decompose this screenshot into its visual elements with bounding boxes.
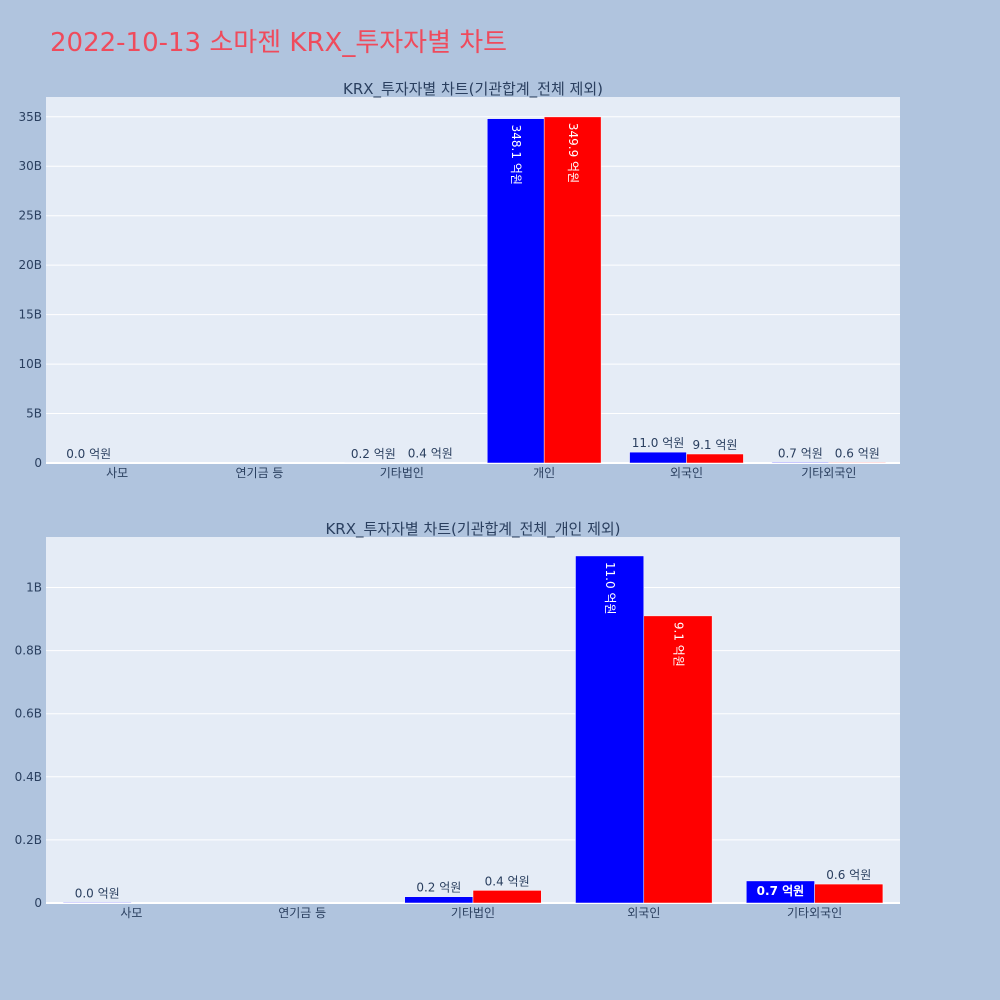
x-tick-label: 사모 [120, 906, 142, 920]
plot-area [46, 537, 900, 903]
bar [814, 883, 884, 904]
x-tick-label: 기타외국인 [787, 906, 842, 920]
y-tick-label: 5B [26, 407, 42, 421]
y-tick-label: 0 [34, 896, 42, 910]
bar [62, 902, 132, 904]
y-tick-label: 1B [26, 580, 42, 594]
bar [643, 615, 713, 904]
data-label: 0.7 억원 [778, 446, 823, 460]
bar [404, 896, 474, 904]
bar [472, 890, 542, 904]
bar [486, 118, 545, 464]
data-label: 349.9 억원 [566, 123, 580, 183]
x-tick-label: 기타법인 [380, 466, 424, 480]
subplot-title: KRX_투자자별 차트(기관합계_전체 제외) [343, 80, 603, 99]
subplot-title: KRX_투자자별 차트(기관합계_전체_개인 제외) [325, 520, 620, 539]
x-tick-label: 연기금 등 [278, 906, 326, 920]
y-tick-label: 35B [18, 110, 42, 124]
y-tick-label: 10B [18, 357, 42, 371]
data-label: 348.1 억원 [509, 125, 523, 185]
data-label: 11.0 억원 [603, 562, 617, 615]
y-tick-label: 25B [18, 209, 42, 223]
y-tick-label: 0.2B [15, 833, 42, 847]
data-label: 0.6 억원 [835, 446, 880, 460]
data-label: 0.2 억원 [351, 447, 396, 461]
page-title: 2022-10-13 소마젠 KRX_투자자별 차트 [50, 28, 508, 58]
x-tick-label: 개인 [533, 466, 555, 480]
y-tick-label: 0.8B [15, 644, 42, 658]
x-tick-label: 외국인 [670, 466, 703, 480]
data-label: 0.4 억원 [408, 447, 453, 461]
x-tick-label: 기타외국인 [801, 466, 856, 480]
bar [543, 116, 602, 464]
data-label: 0.0 억원 [75, 886, 120, 900]
y-tick-label: 20B [18, 258, 42, 272]
x-tick-label: 연기금 등 [236, 466, 284, 480]
plot-area [46, 97, 900, 463]
y-tick-label: 30B [18, 159, 42, 173]
y-tick-label: 0.4B [15, 770, 42, 784]
data-label: 0.6 억원 [826, 868, 871, 882]
bar [686, 453, 744, 464]
bar [771, 462, 830, 464]
y-tick-label: 0 [34, 456, 42, 470]
data-label: 0.2 억원 [416, 881, 461, 895]
y-tick-label: 0.6B [15, 707, 42, 721]
data-label: 0.4 억원 [485, 874, 530, 888]
x-tick-label: 외국인 [627, 906, 660, 920]
bar [629, 451, 687, 464]
y-tick-label: 15B [18, 308, 42, 322]
x-tick-label: 기타법인 [451, 906, 495, 920]
data-label: 0.7 억원 [757, 884, 805, 898]
data-label: 0.0 억원 [66, 447, 111, 461]
bar [828, 462, 887, 464]
bar [575, 555, 645, 904]
data-label: 11.0 억원 [632, 436, 685, 450]
x-tick-label: 사모 [106, 466, 128, 480]
data-label: 9.1 억원 [692, 438, 737, 452]
data-label: 9.1 억원 [671, 622, 685, 667]
